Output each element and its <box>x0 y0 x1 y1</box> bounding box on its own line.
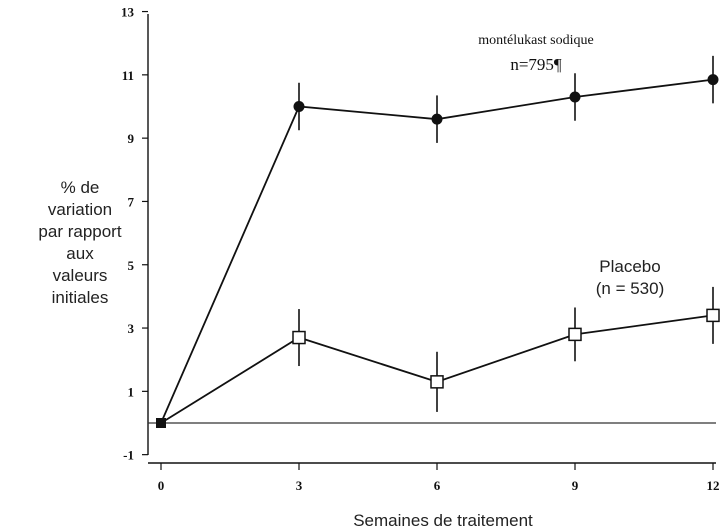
y-tick-label: 5 <box>128 258 135 273</box>
data-point <box>707 74 719 86</box>
series-label-placebo: Placebo (n = 530) <box>596 257 665 298</box>
data-point <box>292 330 306 345</box>
x-tick-label: 6 <box>434 478 441 493</box>
y-axis-title: % de variation par rapport aux valeurs i… <box>38 178 121 307</box>
y-tick-label: 3 <box>128 321 135 336</box>
data-point <box>568 327 582 342</box>
y-axis-title-line: initiales <box>52 288 109 307</box>
series-label-line: n=795¶ <box>510 55 562 74</box>
x-tick-label: 9 <box>572 478 579 493</box>
y-tick-label: 13 <box>121 5 135 20</box>
series-label-line: Placebo <box>599 257 660 276</box>
y-tick-label: 9 <box>128 131 135 146</box>
data-point-baseline <box>156 418 166 428</box>
data-point <box>569 91 581 103</box>
x-tick-label: 0 <box>158 478 165 493</box>
series-label-montelukast: montélukast sodique n=795¶ <box>478 33 594 74</box>
series-label-line: (n = 530) <box>596 279 665 298</box>
data-point <box>430 375 444 389</box>
y-axis-title-line: par rapport <box>38 222 121 241</box>
y-tick-label: 11 <box>122 68 134 83</box>
x-tick-label: 3 <box>296 478 303 493</box>
x-tick-label: 12 <box>707 478 720 493</box>
y-axis-title-line: aux <box>66 244 94 263</box>
y-tick-label: 7 <box>128 194 135 209</box>
y-axis-title-line: variation <box>48 200 112 219</box>
y-axis-title-line: valeurs <box>53 266 108 285</box>
x-axis-title: Semaines de traitement <box>353 511 533 530</box>
y-axis-title-line: % de <box>61 178 100 197</box>
y-tick-label: 1 <box>128 384 135 399</box>
data-point <box>293 101 305 112</box>
data-point <box>431 113 443 125</box>
data-point <box>706 308 720 323</box>
series-label-line: montélukast sodique <box>478 33 594 48</box>
y-tick-label: -1 <box>123 448 134 463</box>
